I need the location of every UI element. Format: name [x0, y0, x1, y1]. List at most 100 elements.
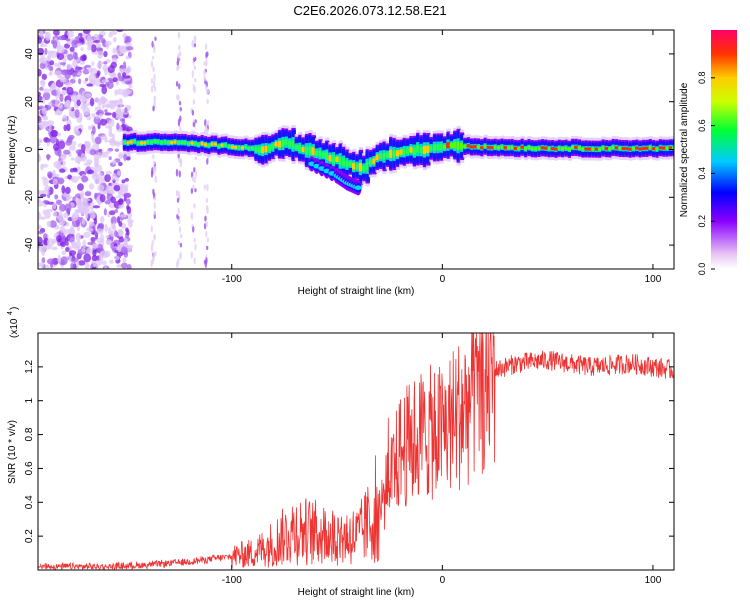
noise-blob	[42, 177, 49, 187]
noise-blob	[38, 115, 42, 124]
spectrogram-panel: -100 0 100 -40 -20 0 20 40 Height of straight l…	[7, 29, 675, 297]
colorbar: 0.0 0.2 0.4 0.6 0.8 Normalized spectral ampl…	[679, 30, 737, 275]
noise-blob	[58, 140, 66, 150]
noise-blob	[117, 141, 125, 145]
streak-blob	[152, 80, 156, 89]
noise-blob	[119, 46, 127, 54]
noise-blob	[107, 147, 114, 152]
noise-blob	[79, 55, 87, 62]
streak-blob	[193, 166, 196, 173]
streak-blob	[203, 223, 207, 230]
noise-blob	[39, 193, 47, 198]
noise-blob	[43, 88, 50, 94]
noise-blob	[49, 60, 55, 66]
noise-blob	[106, 43, 110, 50]
snr-multiplier-exponent: 4	[7, 311, 14, 315]
noise-blob	[111, 133, 116, 140]
streak-blob	[193, 238, 196, 243]
noise-blob	[46, 238, 55, 247]
streak-blob	[204, 43, 208, 50]
streak-blob	[179, 157, 183, 165]
noise-blob	[51, 246, 58, 251]
noise-blob	[80, 190, 85, 200]
streak-blob	[150, 170, 154, 178]
snr-y-label: SNR (10 * v/v)	[7, 420, 18, 484]
noise-blob	[110, 118, 115, 127]
snr-y-tick-label: 1.2	[24, 359, 35, 373]
streak-blob	[177, 240, 181, 246]
noise-blob	[38, 142, 41, 147]
streak-blob	[153, 73, 156, 82]
noise-blob	[112, 159, 117, 165]
noise-blob	[71, 141, 77, 146]
noise-blob	[96, 61, 103, 69]
noise-blob	[75, 65, 79, 74]
noise-blob	[49, 220, 57, 228]
noise-blob	[46, 154, 50, 161]
noise-blob	[121, 179, 126, 184]
streak-blob	[206, 237, 210, 243]
noise-blob	[83, 231, 91, 238]
snr-axes: -100 0 100 0.2 0.4 0.6 0.8 1 1.2	[24, 333, 674, 586]
noise-blob	[110, 61, 117, 69]
snr-y-tick-label: 0.4	[24, 495, 35, 509]
noise-blob	[97, 200, 102, 205]
streak-blob	[153, 95, 157, 100]
noise-blob	[65, 246, 70, 253]
noise-blob	[82, 197, 88, 203]
streak-blob	[152, 154, 155, 160]
noise-blob	[94, 177, 101, 185]
noise-blob	[38, 68, 42, 77]
streak-blob	[153, 196, 157, 201]
snr-x-tick-label: 0	[440, 575, 446, 586]
noise-blob	[119, 65, 125, 69]
streak-blob	[191, 109, 195, 116]
noise-blob	[57, 35, 66, 41]
noise-blob	[64, 186, 71, 194]
streak-blob	[190, 187, 194, 195]
noise-blob	[108, 210, 116, 216]
noise-blob	[105, 234, 110, 239]
noise-blob	[128, 84, 133, 89]
noise-blob	[57, 254, 61, 263]
noise-blob	[69, 78, 76, 84]
spectrogram-axes: -100 0 100 -40 -20 0 20 40	[24, 30, 674, 285]
noise-blob	[88, 221, 94, 227]
noise-blob	[46, 220, 52, 228]
noise-blob	[52, 40, 58, 49]
noise-blob	[65, 139, 73, 146]
noise-blob	[104, 82, 109, 87]
noise-blob	[74, 198, 82, 202]
noise-blob	[86, 115, 92, 121]
noise-blob	[80, 152, 86, 161]
streak-blob	[152, 188, 155, 196]
noise-blob	[124, 185, 129, 193]
noise-blob	[74, 130, 81, 136]
noise-blob	[124, 192, 132, 199]
streak-blob	[154, 251, 157, 257]
noise-blob	[57, 132, 62, 137]
streak-blob	[206, 88, 210, 94]
noise-blob	[104, 266, 108, 269]
noise-blob	[109, 141, 117, 147]
noise-blob	[38, 36, 42, 44]
noise-blob	[81, 248, 86, 253]
noise-blob	[52, 176, 59, 180]
colorbar-bar	[711, 30, 737, 269]
noise-blob	[69, 46, 75, 53]
noise-blob	[104, 112, 113, 116]
streak-blob	[176, 60, 179, 66]
noise-blob	[41, 97, 46, 105]
streak-blob	[203, 184, 207, 190]
noise-blob	[95, 260, 102, 266]
streak-blob	[205, 197, 209, 204]
noise-blob	[126, 264, 132, 269]
noise-blob	[112, 221, 116, 230]
noise-blob	[63, 124, 68, 132]
noise-blob	[59, 218, 66, 226]
noise-blob	[86, 83, 94, 87]
streak-blob	[204, 85, 208, 90]
noise-blob	[85, 141, 91, 148]
noise-blob	[101, 97, 108, 104]
streak-blob	[177, 207, 180, 215]
